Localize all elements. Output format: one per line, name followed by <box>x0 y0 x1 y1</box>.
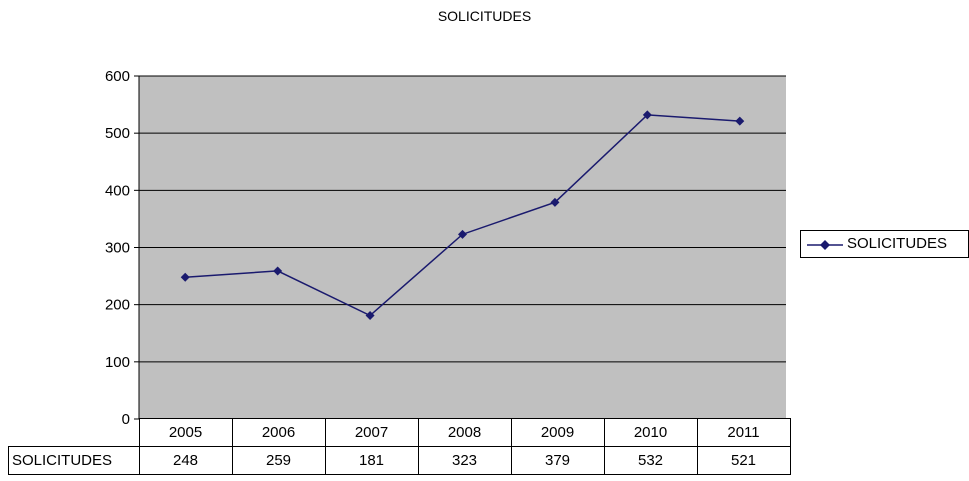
data-table-series-name: SOLICITUDES <box>8 446 140 475</box>
y-tick-label: 0 <box>122 411 130 428</box>
data-table-category: 2011 <box>696 418 791 447</box>
data-point <box>550 197 560 207</box>
data-table-values-row: SOLICITUDES 248 259 181 323 379 532 521 <box>8 446 791 475</box>
data-table-category: 2006 <box>231 418 326 447</box>
data-point <box>735 116 745 126</box>
data-table-value: 323 <box>417 446 512 475</box>
data-point <box>642 110 652 120</box>
y-tick-label: 300 <box>105 240 130 257</box>
y-tick-label: 200 <box>105 297 130 314</box>
data-point <box>273 266 283 276</box>
data-table-category: 2009 <box>510 418 605 447</box>
legend-marker-icon <box>807 240 843 250</box>
data-table-value: 181 <box>324 446 419 475</box>
y-tick-label: 100 <box>105 354 130 371</box>
legend: SOLICITUDES <box>800 230 969 258</box>
chart-title: SOLICITUDES <box>437 8 532 24</box>
legend-label: SOLICITUDES <box>847 235 948 252</box>
data-table-value: 532 <box>603 446 698 475</box>
data-table-corner <box>9 419 140 447</box>
data-table-category: 2007 <box>324 418 419 447</box>
data-table-value: 521 <box>696 446 791 475</box>
data-table-category: 2008 <box>417 418 512 447</box>
data-point <box>458 229 467 239</box>
y-tick-label: 500 <box>105 125 130 142</box>
data-table-header-row: 2005 2006 2007 2008 2009 2010 2011 <box>9 418 791 447</box>
data-table-category: 2010 <box>603 418 698 447</box>
data-point <box>365 311 375 321</box>
data-table-value: 248 <box>138 446 233 475</box>
y-tick-label: 400 <box>105 182 130 199</box>
data-table-value: 379 <box>510 446 605 475</box>
data-table: 2005 2006 2007 2008 2009 2010 2011 SOLIC… <box>8 418 791 475</box>
data-point <box>180 272 190 282</box>
data-table-value: 259 <box>231 446 326 475</box>
y-tick-label: 600 <box>105 68 130 85</box>
data-table-category: 2005 <box>138 418 233 447</box>
